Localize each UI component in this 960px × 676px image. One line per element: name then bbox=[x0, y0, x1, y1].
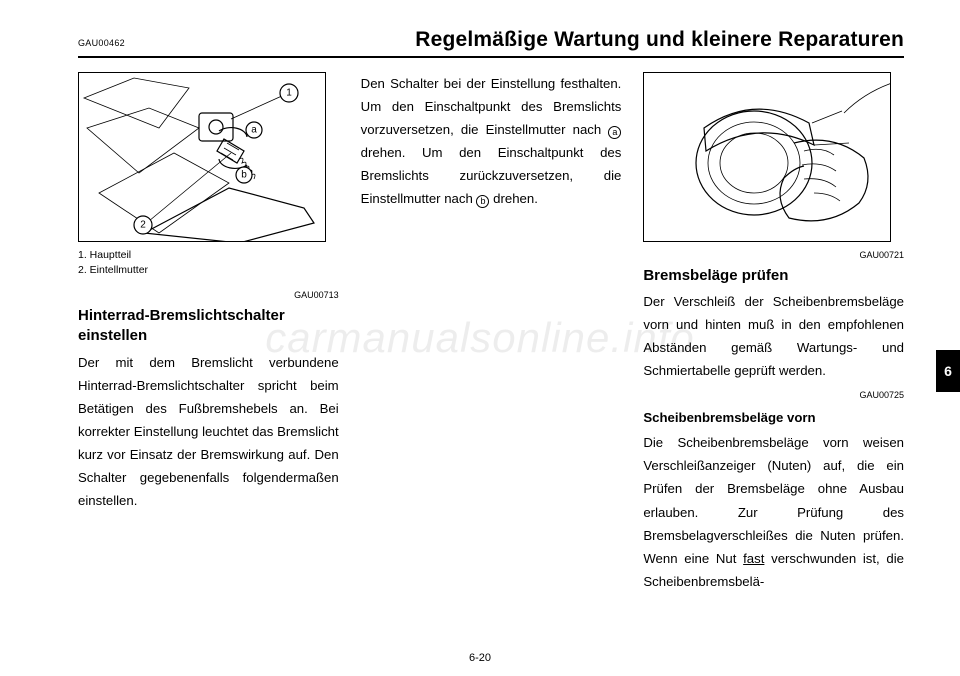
section-heading-2: Bremsbeläge prüfen bbox=[643, 266, 904, 286]
callout-b: b bbox=[241, 170, 247, 181]
col3-para2-u: fast bbox=[743, 551, 764, 566]
figure-caption: 1. Hauptteil 2. Eintellmutter bbox=[78, 248, 339, 278]
caption-line-2: 2. Eintellmutter bbox=[78, 263, 339, 278]
page: GAU00462 Regelmäßige Wartung und kleiner… bbox=[0, 0, 960, 676]
header-code: GAU00462 bbox=[78, 38, 125, 48]
header-title: Regelmäßige Wartung und kleinere Reparat… bbox=[125, 28, 904, 52]
page-number: 6-20 bbox=[469, 652, 491, 664]
col3-para2-pre: Die Scheibenbremsbeläge vorn wei­sen Ver… bbox=[643, 435, 904, 565]
refcode-1: GAU00713 bbox=[78, 288, 339, 304]
column-3: GAU00721 Bremsbeläge prüfen Der Verschle… bbox=[643, 72, 904, 593]
col3-para1: Der Verschleiß der Scheibenbrems­beläge … bbox=[643, 290, 904, 382]
brake-pad-illustration bbox=[644, 73, 891, 242]
columns: 1 2 a b 1. Hauptteil 2. Eintellmutter GA… bbox=[78, 72, 904, 593]
heading-line-2: einstellen bbox=[78, 327, 147, 344]
callout-a: a bbox=[251, 125, 257, 136]
inline-letter-b: b bbox=[476, 195, 489, 208]
callout-2: 2 bbox=[140, 220, 146, 231]
col2-para: Den Schalter bei der Einstellung fest­ha… bbox=[361, 72, 622, 211]
refcode-2: GAU00721 bbox=[643, 248, 904, 264]
chapter-tab: 6 bbox=[936, 350, 960, 392]
col1-para1: Der mit dem Bremslicht verbundene Hinter… bbox=[78, 351, 339, 513]
subheading-front-pads: Scheibenbremsbeläge vorn bbox=[643, 406, 904, 429]
inline-letter-a: a bbox=[608, 126, 621, 139]
figure-brake-pads bbox=[643, 72, 891, 242]
page-header: GAU00462 Regelmäßige Wartung und kleiner… bbox=[78, 28, 904, 58]
refcode-3: GAU00725 bbox=[643, 388, 904, 404]
section-heading-1: Hinterrad-Bremslichtschalter einstellen bbox=[78, 306, 339, 347]
col3-para2: Die Scheibenbremsbeläge vorn wei­sen Ver… bbox=[643, 431, 904, 593]
col2-post: drehen. bbox=[489, 191, 537, 206]
column-2: Den Schalter bei der Einstellung fest­ha… bbox=[361, 72, 622, 593]
heading-line-1: Hinterrad-Bremslichtschalter bbox=[78, 307, 285, 324]
brake-switch-illustration: 1 2 a b bbox=[79, 73, 326, 242]
callout-1: 1 bbox=[286, 88, 292, 99]
caption-line-1: 1. Hauptteil bbox=[78, 248, 339, 263]
col2-pre: Den Schalter bei der Einstellung fest­ha… bbox=[361, 76, 622, 137]
column-1: 1 2 a b 1. Hauptteil 2. Eintellmutter GA… bbox=[78, 72, 339, 593]
figure-brake-switch: 1 2 a b bbox=[78, 72, 326, 242]
